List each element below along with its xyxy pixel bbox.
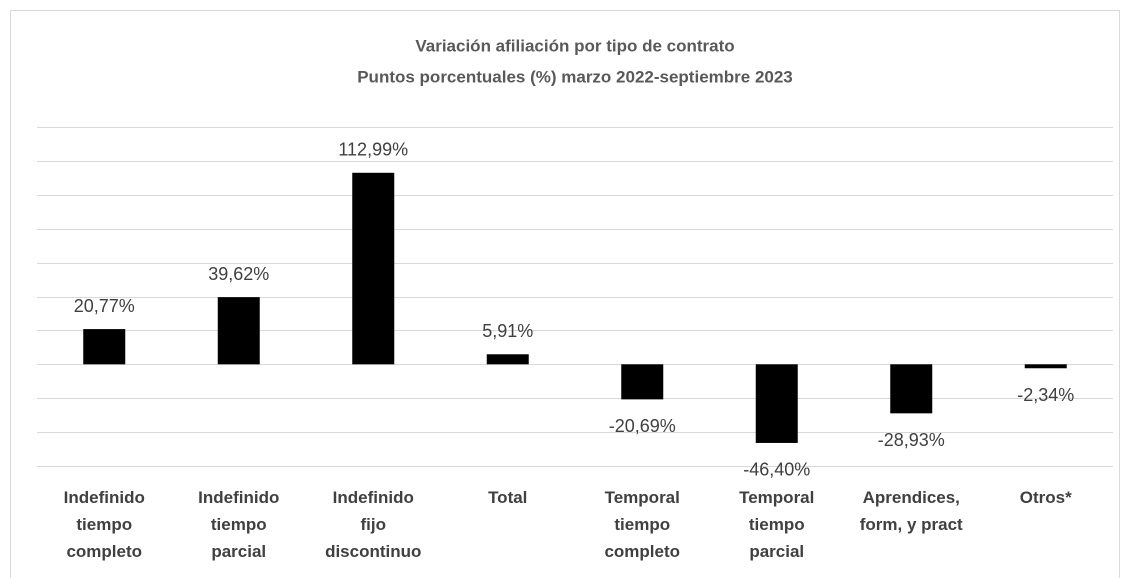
- x-tick-label: Aprendices, form, y pract: [859, 488, 963, 534]
- bar: [621, 364, 664, 400]
- chart-title: Variación afiliación por tipo de contrat…: [415, 36, 734, 55]
- data-label: -20,69%: [609, 416, 676, 436]
- data-label: 39,62%: [208, 264, 269, 284]
- x-tick-label: Temporal tiempo parcial: [739, 488, 815, 561]
- x-tick-label: Temporal tiempo completo: [604, 488, 681, 561]
- data-label: 112,99%: [338, 140, 408, 160]
- data-label: -46,40%: [743, 460, 810, 480]
- bar: [217, 297, 260, 365]
- x-tick-label: Otros*: [1019, 488, 1072, 507]
- bar: [755, 364, 798, 443]
- chart-border: [10, 10, 1120, 578]
- data-label: -28,93%: [878, 430, 945, 450]
- bar: [83, 329, 126, 365]
- x-tick-label: Total: [488, 488, 528, 507]
- bar: [486, 354, 529, 365]
- bar: [352, 172, 395, 365]
- data-label: 20,77%: [74, 296, 135, 316]
- chart-subtitle: Puntos porcentuales (%) marzo 2022-septi…: [357, 67, 793, 86]
- x-tick-label: Indefinido tiempo parcial: [198, 488, 280, 561]
- data-label: -2,34%: [1017, 385, 1074, 405]
- bar: [890, 364, 933, 414]
- x-tick-label: Indefinido tiempo completo: [63, 488, 145, 561]
- data-label: 5,91%: [482, 321, 533, 341]
- x-tick-label: Indefinido fijo discontinuo: [325, 488, 422, 561]
- bar: [1024, 364, 1067, 369]
